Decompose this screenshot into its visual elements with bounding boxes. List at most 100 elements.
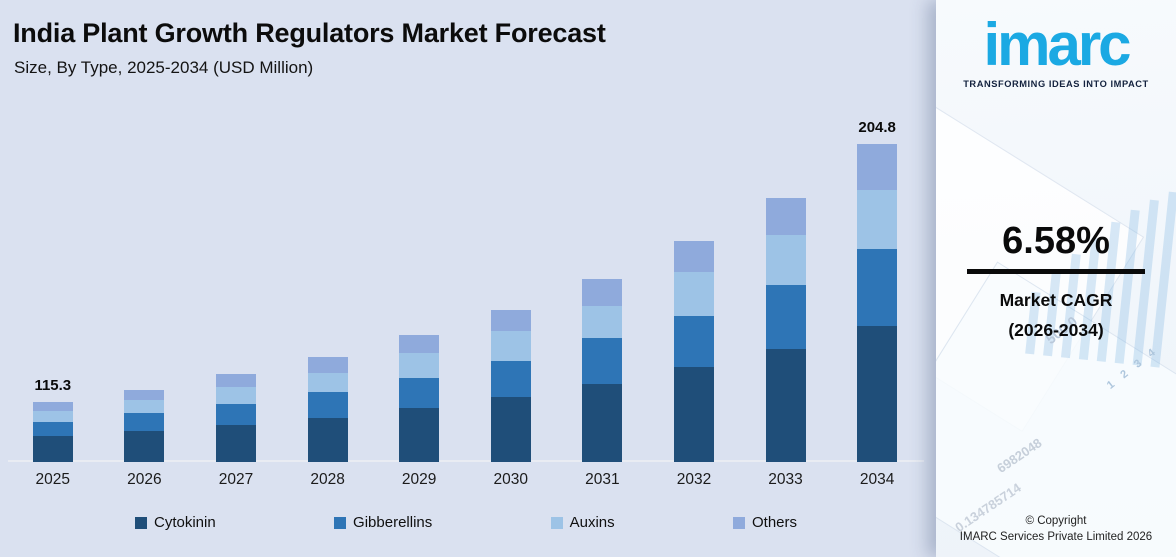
copyright: © Copyright IMARC Services Private Limit… xyxy=(936,513,1176,545)
bar-slot-2026 xyxy=(99,112,191,462)
bar-total-label-2034: 204.8 xyxy=(858,119,896,136)
cagr-label-line2: (2026-2034) xyxy=(1008,319,1104,340)
legend-item-auxins: Auxins xyxy=(550,514,615,531)
legend-label-others: Others xyxy=(751,514,797,531)
segment-gibberellins-2027 xyxy=(215,404,256,425)
cagr-label-line1: Market CAGR xyxy=(999,290,1113,310)
copyright-line2: IMARC Services Private Limited 2026 xyxy=(959,530,1153,543)
segment-others-2025 xyxy=(32,402,73,411)
bar-slot-2029 xyxy=(373,112,465,462)
x-tick-2026: 2026 xyxy=(127,471,162,488)
legend-item-others: Others xyxy=(732,514,797,531)
segment-auxins-2028 xyxy=(307,373,348,392)
legend-item-cytokinin: Cytokinin xyxy=(135,514,216,531)
segment-cytokinin-2028 xyxy=(307,418,348,462)
legend-label-gibberellins: Gibberellins xyxy=(353,514,433,531)
brand-panel: 500.0 1 2 3 4 6982048 0.134785714 imarc … xyxy=(936,0,1176,557)
segment-cytokinin-2033 xyxy=(765,349,806,462)
x-axis-baseline xyxy=(8,460,924,462)
legend-swatch-gibberellins xyxy=(334,516,347,529)
segment-gibberellins-2031 xyxy=(582,338,623,384)
legend-swatch-others xyxy=(732,516,745,529)
stacked-bar-chart: 115.3 204.8 xyxy=(7,112,923,462)
segment-cytokinin-2030 xyxy=(490,397,531,462)
imarc-tagline: TRANSFORMING IDEAS INTO IMPACT xyxy=(963,79,1149,89)
segment-gibberellins-2030 xyxy=(490,361,531,397)
segment-others-2027 xyxy=(215,374,256,387)
segment-others-2026 xyxy=(124,390,165,400)
page-subtitle: Size, By Type, 2025-2034 (USD Million) xyxy=(14,58,314,77)
segment-gibberellins-2026 xyxy=(124,413,165,431)
segment-gibberellins-2032 xyxy=(673,316,714,367)
segment-cytokinin-2029 xyxy=(399,408,440,462)
x-tick-2025: 2025 xyxy=(35,471,71,488)
segment-gibberellins-2029 xyxy=(399,378,440,408)
segment-cytokinin-2027 xyxy=(215,425,256,462)
stacked-bar-2032 xyxy=(673,241,714,462)
segment-others-2030 xyxy=(490,310,531,331)
bar-slot-2027 xyxy=(190,112,282,462)
x-tick-2030: 2030 xyxy=(493,471,528,488)
stacked-bar-2029 xyxy=(399,335,440,462)
imarc-logo-text: imarc xyxy=(983,11,1131,78)
segment-others-2032 xyxy=(673,241,714,272)
segment-others-2031 xyxy=(582,279,623,306)
x-tick-2028: 2028 xyxy=(310,471,345,488)
bar-slot-2034: 204.8 xyxy=(831,112,923,462)
legend-label-auxins: Auxins xyxy=(569,514,615,531)
segment-auxins-2027 xyxy=(215,387,256,404)
segment-gibberellins-2034 xyxy=(857,249,898,326)
segment-auxins-2032 xyxy=(673,272,714,316)
segment-cytokinin-2034 xyxy=(857,326,898,462)
segment-others-2029 xyxy=(399,335,440,353)
segment-others-2028 xyxy=(307,357,348,373)
stacked-bar-2026 xyxy=(124,390,165,462)
x-axis-labels: 2025 2026 2027 2028 2029 2030 2031 2032 2033 2034 xyxy=(7,471,923,489)
stacked-bar-2034 xyxy=(857,144,898,462)
imarc-logo: imarc TRANSFORMING IDEAS INTO IMPACT xyxy=(936,10,1176,89)
cagr-underline xyxy=(967,269,1145,274)
stacked-bar-2033 xyxy=(765,198,806,462)
segment-cytokinin-2025 xyxy=(32,436,73,462)
bar-slot-2032 xyxy=(648,112,740,462)
x-tick-2027: 2027 xyxy=(218,471,254,488)
cagr-block: 6.58% Market CAGR (2026-2034) xyxy=(936,222,1176,346)
x-tick-2029: 2029 xyxy=(401,471,437,488)
bar-total-label-2025: 115.3 xyxy=(34,377,72,394)
cagr-value: 6.58% xyxy=(1002,220,1110,262)
legend-swatch-cytokinin xyxy=(135,516,147,529)
segment-gibberellins-2028 xyxy=(307,392,348,418)
stacked-bar-2030 xyxy=(490,310,531,462)
segment-gibberellins-2025 xyxy=(32,422,73,436)
legend-item-gibberellins: Gibberellins xyxy=(334,514,432,531)
x-tick-2034: 2034 xyxy=(859,471,895,488)
chart-legend: Cytokinin Gibberellins Auxins Others xyxy=(135,514,797,531)
segment-others-2034 xyxy=(857,144,898,190)
bar-slot-2031 xyxy=(557,112,649,462)
stacked-bar-2028 xyxy=(307,357,348,462)
page-title: India Plant Growth Regulators Market For… xyxy=(13,18,606,48)
bar-slot-2030 xyxy=(465,112,557,462)
bar-slot-2028 xyxy=(282,112,374,462)
legend-label-cytokinin: Cytokinin xyxy=(154,514,216,531)
bar-slot-2025: 115.3 xyxy=(7,112,99,462)
segment-cytokinin-2032 xyxy=(673,367,714,462)
stacked-bar-2031 xyxy=(582,279,623,462)
segment-cytokinin-2031 xyxy=(582,384,623,462)
segment-auxins-2025 xyxy=(32,411,73,422)
segment-auxins-2029 xyxy=(399,353,440,378)
stacked-bar-2025 xyxy=(32,402,73,462)
legend-swatch-auxins xyxy=(550,516,563,529)
segment-auxins-2034 xyxy=(857,190,898,249)
segment-auxins-2026 xyxy=(124,400,165,413)
copyright-line1: © Copyright xyxy=(1025,514,1087,527)
bar-slot-2033 xyxy=(740,112,832,462)
segment-gibberellins-2033 xyxy=(765,285,806,349)
segment-others-2033 xyxy=(765,198,806,235)
segment-cytokinin-2026 xyxy=(124,431,165,462)
stacked-bar-2027 xyxy=(215,374,256,462)
x-tick-2032: 2032 xyxy=(676,471,712,488)
x-tick-2033: 2033 xyxy=(768,471,803,488)
segment-auxins-2033 xyxy=(765,235,806,285)
